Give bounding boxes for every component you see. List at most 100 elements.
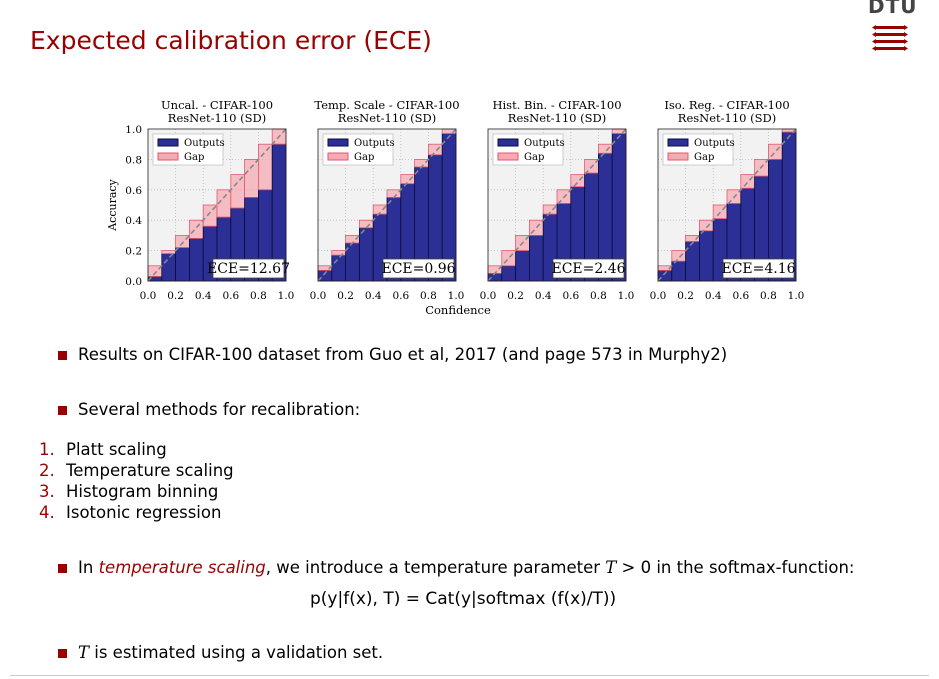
y-tick-label: 1.0 bbox=[125, 124, 142, 136]
y-axis-label: Accuracy bbox=[106, 178, 119, 231]
calibration-figure: Uncal. - CIFAR-100 ResNet-110 (SD) Outputs… bbox=[100, 95, 820, 320]
ece-box bbox=[722, 258, 795, 279]
enum-label: Platt scaling bbox=[66, 440, 167, 459]
output-bar bbox=[161, 253, 176, 282]
chart-subtitle: ResNet-110 (SD) bbox=[338, 111, 436, 125]
enum-number: 3. bbox=[39, 482, 55, 501]
gap-bar bbox=[189, 219, 204, 239]
plot-frame bbox=[657, 128, 797, 282]
x-tick-label: 0.6 bbox=[562, 290, 579, 302]
gap-bar bbox=[400, 174, 415, 185]
x-tick-label: 0.8 bbox=[420, 290, 437, 302]
y-tick-label: 0.0 bbox=[125, 276, 142, 288]
legend: Outputs Gap bbox=[322, 133, 395, 166]
chart-title: Temp. Scale - CIFAR-100 bbox=[314, 98, 459, 112]
gap-bar bbox=[257, 143, 273, 191]
gap-bar bbox=[161, 250, 176, 255]
output-bar bbox=[189, 238, 204, 282]
gap-bar bbox=[244, 159, 259, 198]
output-bar bbox=[175, 247, 190, 282]
bullet-marker bbox=[58, 406, 67, 415]
bullet-text: In temperature scaling, we introduce a t… bbox=[78, 558, 855, 577]
chart-subtitle: ResNet-110 (SD) bbox=[678, 111, 776, 125]
output-bar bbox=[358, 227, 374, 282]
footer-divider bbox=[10, 675, 929, 676]
enum-item: 1. Platt scaling bbox=[39, 440, 167, 459]
bullet-marker bbox=[58, 564, 67, 573]
gap-bar bbox=[230, 174, 246, 209]
gap-bar bbox=[427, 143, 443, 156]
softmax-formula: p(y|f(x), T) = Cat(y|softmax (f(x)/T)) bbox=[310, 589, 617, 609]
emphasis-temperature-scaling: temperature scaling bbox=[98, 558, 266, 577]
x-tick-label: 0.8 bbox=[760, 290, 777, 302]
enum-number: 2. bbox=[39, 461, 55, 480]
legend-gap-label: Gap bbox=[184, 152, 204, 163]
gap-bar bbox=[768, 143, 783, 160]
legend: Outputs Gap bbox=[492, 133, 565, 166]
legend-gap-label: Gap bbox=[694, 152, 714, 163]
output-bar bbox=[331, 254, 347, 282]
x-tick-label: 0.0 bbox=[650, 290, 667, 302]
chart-title: Iso. Reg. - CIFAR-100 bbox=[664, 98, 789, 112]
legend-gap-swatch bbox=[667, 152, 689, 161]
output-bar bbox=[501, 265, 516, 282]
gap-bar bbox=[501, 250, 516, 267]
chart-subtitle: ResNet-110 (SD) bbox=[168, 111, 266, 125]
gap-bar bbox=[597, 143, 613, 154]
logo-text: DTU bbox=[868, 0, 918, 18]
output-bar bbox=[699, 230, 714, 282]
dtu-logo-icon bbox=[872, 25, 908, 51]
perfect-calibration-line bbox=[657, 128, 797, 282]
enum-item: 2. Temperature scaling bbox=[39, 461, 234, 480]
enum-item: 4. Isotonic regression bbox=[39, 503, 221, 522]
dtu-logo: DTU bbox=[868, 0, 918, 60]
x-tick-label: 0.0 bbox=[480, 290, 497, 302]
x-tick-label: 0.0 bbox=[140, 290, 157, 302]
ece-box bbox=[552, 258, 625, 279]
x-tick-label: 0.6 bbox=[392, 290, 409, 302]
gap-bar bbox=[699, 219, 714, 232]
perfect-calibration-line bbox=[147, 128, 287, 282]
ece-box bbox=[212, 258, 285, 279]
y-tick-label: 0.4 bbox=[125, 215, 142, 227]
output-bar bbox=[528, 234, 544, 282]
x-tick-label: 1.0 bbox=[448, 290, 465, 302]
legend-gap-swatch bbox=[497, 152, 519, 161]
output-bar bbox=[671, 260, 686, 282]
x-tick-label: 1.0 bbox=[618, 290, 635, 302]
ece-value: ECE=4.16 bbox=[721, 261, 795, 277]
x-tick-label: 0.2 bbox=[507, 290, 524, 302]
ece-value: ECE=2.46 bbox=[551, 261, 625, 277]
legend-gap-label: Gap bbox=[524, 152, 544, 163]
perfect-calibration-line bbox=[317, 128, 457, 282]
ece-value: ECE=12.67 bbox=[207, 261, 290, 277]
legend-outputs-swatch bbox=[497, 138, 519, 147]
x-tick-label: 0.4 bbox=[705, 290, 722, 302]
enum-item: 3. Histogram binning bbox=[39, 482, 218, 501]
enum-label: Temperature scaling bbox=[66, 461, 234, 480]
legend-gap-label: Gap bbox=[354, 152, 374, 163]
bullet-text: T is estimated using a validation set. bbox=[78, 643, 384, 662]
legend-outputs-label: Outputs bbox=[524, 138, 565, 149]
slide-title: Expected calibration error (ECE) bbox=[30, 26, 432, 55]
chart-title: Hist. Bin. - CIFAR-100 bbox=[492, 98, 621, 112]
x-tick-label: 1.0 bbox=[278, 290, 295, 302]
x-tick-label: 0.2 bbox=[337, 290, 354, 302]
bullet-marker bbox=[58, 649, 67, 658]
x-tick-label: 0.4 bbox=[365, 290, 382, 302]
x-tick-label: 0.4 bbox=[535, 290, 552, 302]
x-tick-label: 0.8 bbox=[250, 290, 267, 302]
plot-frame bbox=[317, 128, 457, 282]
enum-number: 4. bbox=[39, 503, 55, 522]
bullet-text: Several methods for recalibration: bbox=[78, 400, 361, 419]
legend: Outputs Gap bbox=[662, 133, 735, 166]
perfect-calibration-line bbox=[487, 128, 627, 282]
enum-label: Isotonic regression bbox=[66, 503, 222, 522]
x-tick-label: 0.2 bbox=[167, 290, 184, 302]
output-bar bbox=[515, 250, 530, 282]
legend: Outputs Gap bbox=[152, 133, 225, 166]
